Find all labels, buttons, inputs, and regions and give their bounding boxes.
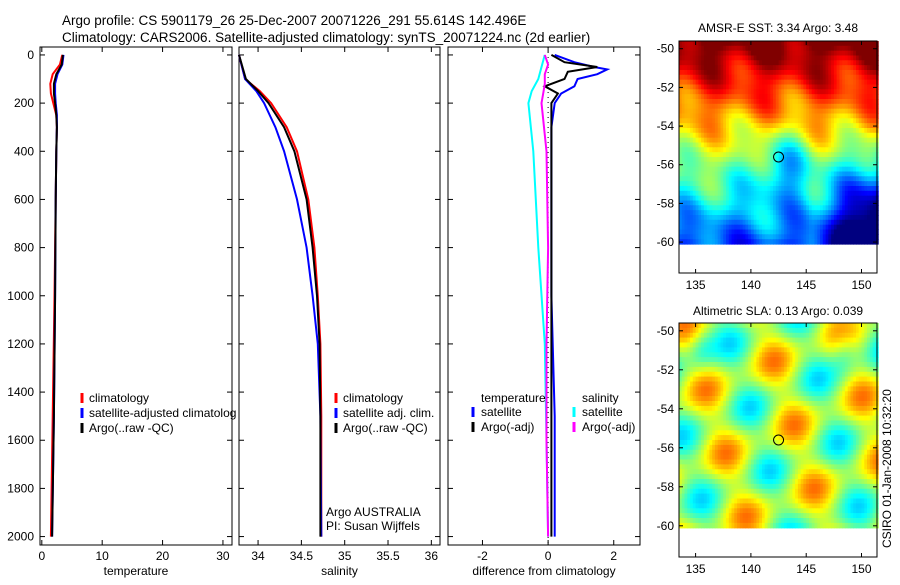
y-tick-label: -58 bbox=[657, 196, 675, 210]
x-tick-label: 145 bbox=[796, 278, 816, 292]
y-tick-label: 200 bbox=[14, 96, 34, 110]
x-axis-label: difference from climatology bbox=[472, 564, 615, 578]
y-tick-label: -54 bbox=[657, 402, 675, 416]
x-tick-label: 20 bbox=[156, 549, 170, 563]
x-axis-label: salinity bbox=[321, 564, 358, 578]
y-tick-label: -58 bbox=[657, 480, 675, 494]
x-tick-label: 0 bbox=[545, 549, 552, 563]
x-tick-label: 36 bbox=[425, 549, 439, 563]
y-tick-label: 400 bbox=[14, 144, 34, 158]
annotation-text: Argo AUSTRALIA bbox=[326, 505, 421, 519]
sst-map-panel: AMSR-E SST: 3.34 Argo: 3.48 135 140 145 150 -… bbox=[657, 21, 879, 292]
salinity-panel: 34 34.5 35 35.5 36 salinity climatologysatelli… bbox=[239, 47, 440, 578]
y-tick-label: 1800 bbox=[7, 481, 34, 495]
y-tick-label: -60 bbox=[657, 235, 675, 249]
legend-label: Argo(-adj) bbox=[481, 420, 534, 434]
x-tick-label: -2 bbox=[477, 549, 488, 563]
y-tick-label: 600 bbox=[14, 192, 34, 206]
y-tick-label: 1400 bbox=[7, 385, 34, 399]
x-tick-label: 135 bbox=[686, 278, 706, 292]
y-tick-label: -60 bbox=[657, 519, 675, 533]
legend-label: Argo(..raw -QC) bbox=[89, 421, 174, 435]
axes-box bbox=[40, 47, 232, 545]
x-tick-label: 34 bbox=[251, 549, 265, 563]
x-axis-label: temperature bbox=[104, 564, 169, 578]
x-tick-label: 135 bbox=[686, 562, 706, 576]
y-tick-label: -52 bbox=[657, 363, 675, 377]
x-tick-label: 150 bbox=[851, 278, 871, 292]
y-tick-label: 2000 bbox=[7, 530, 34, 544]
annotation-text: PI: Susan Wijffels bbox=[326, 519, 420, 533]
temperature-panel: 0 10 20 30 0 200 400 600 800 1000 1200 1400 1600 1800… bbox=[7, 47, 236, 578]
y-tick-label: 0 bbox=[27, 48, 34, 62]
x-tick-label: 140 bbox=[741, 562, 761, 576]
y-tick-label: 1600 bbox=[7, 433, 34, 447]
x-tick-label: 2 bbox=[610, 549, 617, 563]
x-tick-label: 150 bbox=[851, 562, 871, 576]
y-tick-label: -50 bbox=[657, 324, 675, 338]
axes-box bbox=[239, 47, 440, 545]
x-tick-label: 35 bbox=[338, 549, 352, 563]
legend-label: satellite bbox=[481, 405, 522, 419]
y-tick-label: 800 bbox=[14, 241, 34, 255]
y-tick-label: -56 bbox=[657, 158, 675, 172]
x-tick-label: 34.5 bbox=[290, 549, 314, 563]
y-tick-label: 1000 bbox=[7, 289, 34, 303]
y-tick-label: -50 bbox=[657, 42, 675, 56]
map-heatmap-cells bbox=[679, 41, 879, 245]
y-tick-label: -54 bbox=[657, 119, 675, 133]
x-tick-label: 35.5 bbox=[376, 549, 400, 563]
map-title: AMSR-E SST: 3.34 Argo: 3.48 bbox=[698, 21, 858, 35]
legend-label: Argo(..raw -QC) bbox=[343, 421, 428, 435]
legend-label: satellite adj. clim. bbox=[343, 406, 434, 420]
x-tick-label: 140 bbox=[741, 278, 761, 292]
x-tick-label: 10 bbox=[96, 549, 110, 563]
legend-label: climatology bbox=[89, 391, 149, 405]
legend-label: climatology bbox=[343, 391, 403, 405]
x-tick-label: 0 bbox=[38, 549, 45, 563]
y-tick-label: 1200 bbox=[7, 337, 34, 351]
legend-group-title: temperature bbox=[481, 391, 546, 405]
legend-group-title: salinity bbox=[582, 391, 619, 405]
x-tick-label: 145 bbox=[796, 562, 816, 576]
legend-label: Argo(-adj) bbox=[582, 420, 635, 434]
y-tick-label: -52 bbox=[657, 80, 675, 94]
x-tick-label: 30 bbox=[216, 549, 230, 563]
title-line-2: Climatology: CARS2006. Satellite-adjuste… bbox=[62, 30, 590, 45]
legend-label: satellite bbox=[582, 405, 623, 419]
map-heatmap-cells bbox=[679, 323, 879, 528]
legend-label: satellite-adjusted climatolog bbox=[89, 406, 236, 420]
map-title: Altimetric SLA: 0.13 Argo: 0.039 bbox=[693, 304, 863, 318]
side-label: CSIRO 01-Jan-2008 10:32:20 bbox=[880, 389, 894, 548]
title-line-1: Argo profile: CS 5901179_26 25-Dec-2007 … bbox=[62, 13, 526, 28]
y-tick-label: -56 bbox=[657, 441, 675, 455]
sla-map-panel: Altimetric SLA: 0.13 Argo: 0.039 135 140 14… bbox=[657, 304, 879, 576]
